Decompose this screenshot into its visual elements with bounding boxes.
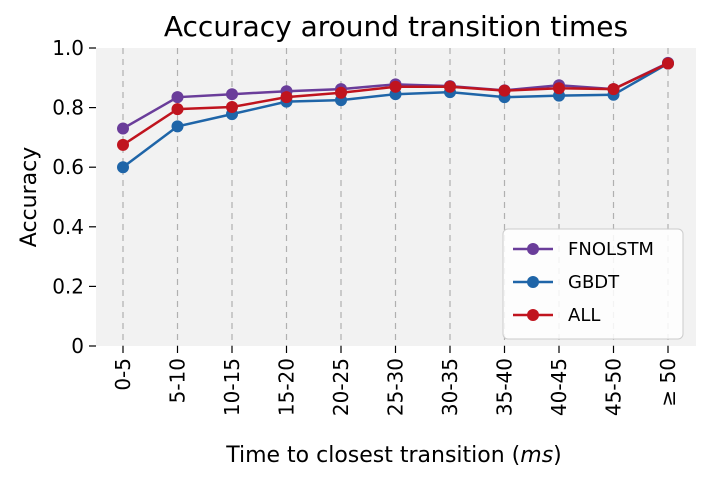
y-tick-label: 0.4: [52, 215, 84, 239]
legend-label: FNOLSTM: [568, 239, 654, 260]
data-point: [662, 57, 674, 70]
legend-label: GBDT: [568, 272, 620, 293]
chart-title: Accuracy around transition times: [164, 10, 628, 43]
data-point: [607, 83, 620, 96]
y-axis-label: Accuracy: [17, 147, 42, 247]
x-axis-label: Time to closest transition (ms): [225, 443, 562, 468]
x-axis: 0-5 5-10 10-15 15-20 20-25 25-30 30-35 35-40 40-…: [111, 346, 680, 416]
x-tick-label: 5-10: [166, 358, 190, 403]
x-tick-label: 10-15: [220, 358, 244, 416]
x-tick-label: 25-30: [384, 358, 408, 416]
x-tick-label: 20-25: [329, 358, 353, 416]
data-point: [117, 122, 129, 135]
y-tick-label: 0.6: [52, 155, 84, 179]
data-point: [335, 86, 347, 99]
data-point: [171, 91, 184, 104]
data-point: [389, 80, 402, 93]
y-tick-label: 0: [71, 334, 84, 358]
x-tick-label: ≥ 50: [656, 358, 680, 407]
x-tick-label: 0-5: [111, 358, 135, 391]
data-point: [226, 88, 238, 101]
legend: FNOLSTM GBDT ALL: [502, 228, 684, 340]
data-point: [280, 91, 293, 104]
y-tick-label: 1.0: [52, 36, 84, 60]
x-tick-label: 15-20: [275, 358, 299, 416]
x-tick-label: 45-50: [602, 358, 626, 416]
y-axis: 0 0.2 0.4 0.6 0.8 1.0: [52, 36, 96, 358]
x-tick-label: 30-35: [438, 358, 462, 416]
legend-marker: [527, 243, 539, 255]
legend-marker: [527, 309, 539, 321]
data-point: [117, 161, 129, 174]
y-tick-label: 0.8: [52, 96, 84, 120]
x-tick-label: 40-45: [547, 358, 571, 416]
y-tick-label: 0.2: [52, 274, 84, 298]
x-axis-label-prefix: Time to closest transition (: [225, 443, 520, 468]
x-axis-label-unit: ms: [520, 443, 553, 468]
data-point: [498, 84, 511, 97]
legend-marker: [527, 276, 539, 288]
data-point: [171, 103, 184, 116]
data-point: [226, 101, 238, 114]
legend-label: ALL: [568, 305, 600, 326]
series-layer: [117, 56, 674, 174]
legend-box: [502, 228, 684, 340]
data-point: [553, 82, 565, 95]
x-tick-label: 35-40: [493, 358, 517, 416]
data-point: [444, 80, 456, 93]
series-all: [117, 57, 674, 151]
x-axis-label-suffix: ): [553, 443, 562, 468]
data-point: [117, 138, 129, 151]
data-point: [171, 120, 184, 133]
